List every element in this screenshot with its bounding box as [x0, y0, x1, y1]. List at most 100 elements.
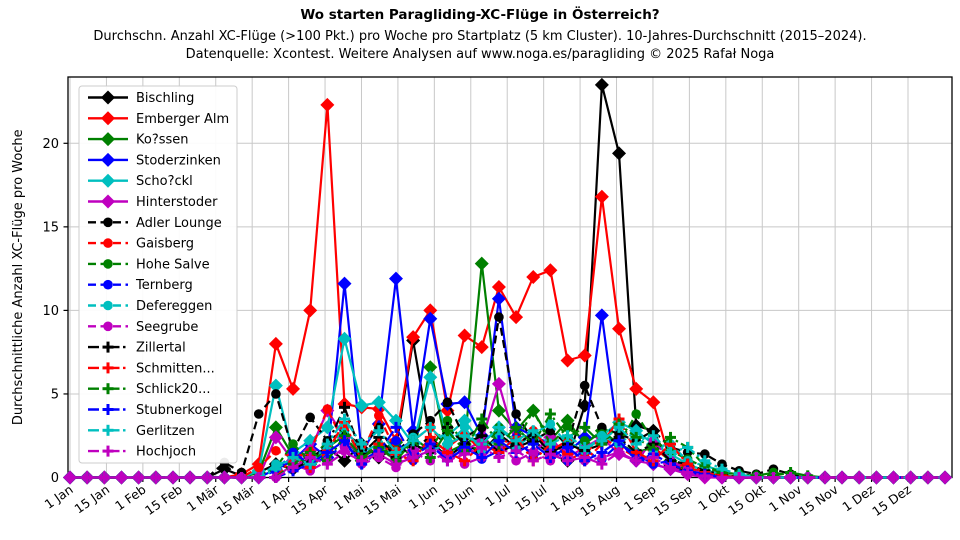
diamond-marker — [371, 395, 386, 410]
circle-marker — [103, 279, 113, 290]
circle-marker — [103, 300, 113, 311]
legend-item-hohe-salve: Hohe Salve — [88, 257, 210, 272]
legend-item-ternberg: Ternberg — [88, 278, 193, 293]
circle-marker — [494, 312, 504, 322]
circle-marker — [476, 422, 487, 433]
legend-item-stoderzinken: Stoderzinken — [88, 152, 221, 168]
circle-marker — [103, 321, 113, 332]
circle-marker — [103, 238, 113, 248]
diamond-marker — [457, 395, 472, 410]
diamond-marker — [268, 378, 283, 393]
circle-marker — [253, 462, 264, 473]
y-axis-label: Durchschnittliche Anzahl XC-Flüge pro Wo… — [11, 129, 26, 425]
legend-item-zillertal: Zillertal — [88, 341, 186, 356]
diamond-marker — [594, 77, 609, 92]
diamond-marker — [101, 132, 115, 147]
diamond-marker — [491, 280, 506, 295]
y-tick-label: 5 — [51, 387, 59, 402]
legend-label: Ternberg — [135, 278, 193, 293]
diamond-marker — [286, 381, 301, 396]
chart-subtitle: Durchschn. Anzahl XC-Flüge (>100 Pkt.) p… — [93, 29, 867, 44]
x-tick-label: 15 Feb — [142, 482, 185, 518]
diamond-marker — [423, 303, 438, 318]
diamond-marker — [354, 398, 369, 413]
circle-marker — [442, 397, 453, 408]
diamond-marker — [337, 276, 352, 291]
circle-marker — [103, 259, 113, 269]
legend-label: Hochjoch — [136, 445, 196, 460]
diamond-marker — [337, 453, 352, 468]
diamond-marker — [457, 328, 472, 343]
legend-item-hochjoch: Hochjoch — [88, 445, 196, 460]
circle-marker — [271, 389, 281, 399]
circle-marker — [562, 422, 573, 433]
x-tick-label: 15 Aug — [577, 482, 622, 520]
circle-marker — [103, 217, 113, 228]
chart-source-note: Datenquelle: Xcontest. Weitere Analysen … — [185, 47, 775, 62]
circle-marker — [391, 435, 401, 446]
series-hochjoch — [64, 441, 951, 483]
y-tick-label: 0 — [51, 471, 59, 486]
diamond-marker — [560, 353, 575, 368]
circle-marker — [253, 409, 264, 419]
legend-item-hinterstoder: Hinterstoder — [88, 194, 218, 210]
diamond-marker — [388, 413, 403, 428]
diamond-marker — [101, 173, 115, 188]
x-tick-label: 15 Dez — [869, 481, 914, 519]
diamond-marker — [474, 340, 489, 355]
x-tick-label: 15 Mai — [361, 482, 404, 518]
diamond-marker — [629, 381, 644, 396]
legend-label: Schlick20... — [136, 382, 210, 397]
diamond-marker — [303, 303, 318, 318]
legend-label: Schmitten... — [136, 361, 215, 376]
diamond-marker — [320, 420, 335, 435]
legend-label: Gaisberg — [136, 237, 194, 252]
legend-label: Ko?ssen — [136, 133, 189, 148]
diamond-marker — [406, 330, 421, 345]
chart-title: Wo starten Paragliding-XC-Flüge in Öster… — [300, 7, 660, 23]
legend-item-seegrube: Seegrube — [88, 320, 198, 335]
legend-label: Defereggen — [136, 299, 212, 314]
diamond-marker — [474, 256, 489, 271]
legend-label: Zillertal — [136, 341, 186, 356]
y-tick-label: 15 — [42, 220, 59, 235]
diamond-marker — [491, 403, 506, 418]
circle-marker — [271, 445, 281, 456]
y-tick-label: 20 — [42, 137, 59, 152]
circle-marker — [374, 410, 384, 421]
diamond-marker — [101, 194, 115, 209]
diamond-marker — [577, 348, 592, 363]
series-line-hochjoch — [70, 446, 945, 479]
legend-item-emberger-alm: Emberger Alm — [88, 111, 229, 127]
circle-marker — [288, 439, 298, 449]
legend-item-gerlitzen: Gerlitzen — [88, 424, 195, 439]
diamond-marker — [646, 395, 661, 410]
circle-marker — [322, 404, 333, 414]
legend-item-schmitten: Schmitten... — [88, 361, 215, 376]
x-tick-label: 15 Mär — [214, 481, 259, 519]
diamond-marker — [101, 90, 115, 105]
legend-label: Hohe Salve — [136, 257, 210, 272]
circle-marker — [579, 435, 590, 446]
circle-marker — [631, 425, 641, 436]
legend-label: Adler Lounge — [136, 216, 222, 231]
legend-item-scho-ckl: Scho?ckl — [88, 173, 193, 189]
circle-marker — [511, 409, 521, 419]
x-tick-label: 15 Nov — [796, 481, 841, 519]
diamond-marker — [543, 263, 558, 278]
x-tick-label: 1 Jul — [482, 482, 513, 510]
circle-marker — [459, 422, 470, 433]
diamond-marker — [320, 97, 335, 112]
legend-item-defereggen: Defereggen — [88, 299, 212, 314]
x-tick-label: 15 Jan — [71, 482, 112, 517]
x-tick-label: 15 Apr — [288, 481, 331, 518]
diamond-marker — [594, 189, 609, 204]
legend-label: Gerlitzen — [136, 424, 195, 439]
diamond-marker — [268, 430, 283, 445]
legend-item-bischling: Bischling — [88, 90, 194, 106]
plot-frame — [67, 76, 953, 479]
x-tick-label: 15 Jun — [436, 482, 477, 517]
diamond-marker — [423, 370, 438, 385]
circle-marker — [631, 409, 641, 419]
